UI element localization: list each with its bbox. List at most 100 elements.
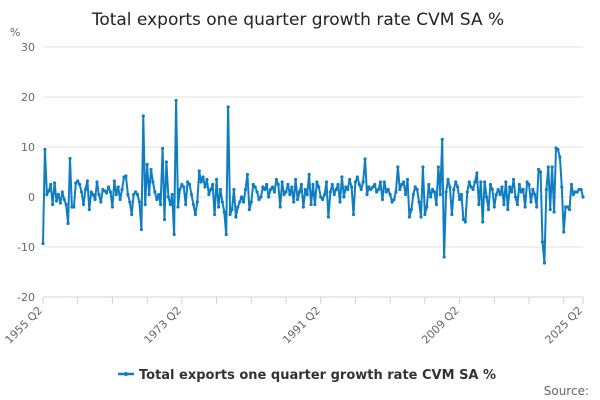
data-point: [151, 180, 155, 184]
data-point: [203, 185, 207, 189]
data-point: [143, 202, 147, 207]
data-point: [199, 180, 203, 184]
data-point: [126, 192, 130, 197]
data-point: [384, 190, 388, 194]
data-point: [180, 182, 184, 187]
data-point: [319, 195, 323, 199]
data-point: [268, 187, 273, 192]
data-point: [326, 215, 331, 219]
data-point: [342, 195, 346, 199]
data-point: [313, 202, 317, 207]
data-point: [361, 180, 365, 184]
x-tick-label: 2009 Q2: [419, 304, 462, 347]
data-point: [263, 187, 267, 192]
data-point: [124, 174, 128, 178]
data-point: [307, 172, 311, 177]
data-point: [463, 220, 467, 224]
data-point: [147, 192, 151, 197]
data-point: [429, 195, 433, 199]
data-point: [201, 175, 205, 179]
data-point: [93, 197, 97, 202]
data-point: [91, 192, 95, 197]
x-axis: 1955 Q2 1973 Q2 1991 Q2 2009 Q2 2025 Q2: [3, 296, 585, 347]
data-point: [438, 192, 442, 197]
data-point: [247, 207, 251, 212]
data-point: [336, 182, 340, 187]
data-point: [515, 202, 520, 207]
data-point: [400, 182, 404, 187]
data-point: [510, 190, 514, 194]
data-point: [502, 202, 506, 207]
data-point: [542, 261, 547, 265]
data-point: [189, 192, 194, 197]
data-point: [176, 205, 180, 209]
data-point: [471, 187, 475, 192]
data-point: [228, 212, 232, 217]
data-point: [340, 175, 344, 179]
data-point: [103, 189, 107, 193]
data-point: [288, 192, 292, 197]
data-point: [49, 182, 53, 187]
data-point: [413, 185, 417, 189]
data-point: [170, 192, 174, 197]
data-point: [184, 202, 188, 207]
data-point: [87, 207, 91, 212]
data-point: [226, 105, 230, 109]
data-point: [220, 200, 224, 204]
data-point: [513, 195, 518, 199]
data-point: [353, 180, 358, 184]
data-point: [172, 232, 176, 237]
data-point: [309, 202, 313, 207]
data-point: [116, 185, 120, 189]
data-point: [373, 182, 377, 187]
data-point: [164, 160, 169, 164]
data-point: [54, 199, 59, 203]
data-point: [556, 147, 560, 152]
data-point: [97, 192, 101, 197]
data-point: [305, 192, 309, 197]
data-point: [519, 190, 523, 194]
legend[interactable]: Total exports one quarter growth rate CV…: [118, 368, 496, 383]
data-point: [359, 187, 363, 192]
data-point: [344, 185, 348, 189]
data-point: [120, 187, 124, 192]
data-point: [508, 185, 512, 189]
data-point: [270, 185, 275, 189]
data-point: [43, 147, 47, 152]
data-point: [469, 185, 473, 189]
data-point: [477, 202, 481, 207]
gridlines: [43, 46, 583, 248]
data-point: [330, 182, 334, 187]
data-point: [409, 207, 413, 212]
y-tick-label: 10: [21, 141, 35, 154]
data-point: [83, 187, 88, 192]
data-point: [417, 200, 421, 204]
data-point: [486, 207, 491, 212]
data-point: [517, 182, 521, 187]
data-point: [301, 205, 305, 209]
data-point: [295, 197, 300, 202]
source-label[interactable]: Source:: [544, 384, 589, 398]
data-point: [348, 177, 352, 182]
data-point: [402, 180, 406, 184]
data-point: [315, 180, 319, 184]
data-point: [511, 177, 516, 182]
data-point: [537, 167, 541, 172]
data-point: [456, 185, 460, 189]
data-point: [197, 169, 201, 173]
data-point: [284, 190, 288, 194]
data-point: [322, 192, 327, 197]
data-point: [153, 190, 157, 194]
data-point: [89, 190, 93, 194]
data-point: [442, 255, 446, 259]
data-point: [538, 170, 543, 174]
data-point: [419, 215, 423, 219]
data-point: [74, 181, 78, 185]
data-point: [64, 202, 68, 207]
data-point: [427, 182, 431, 187]
data-point: [371, 185, 375, 189]
data-point: [274, 177, 278, 182]
data-point: [481, 220, 485, 224]
data-point: [365, 192, 369, 197]
data-point: [182, 185, 186, 189]
